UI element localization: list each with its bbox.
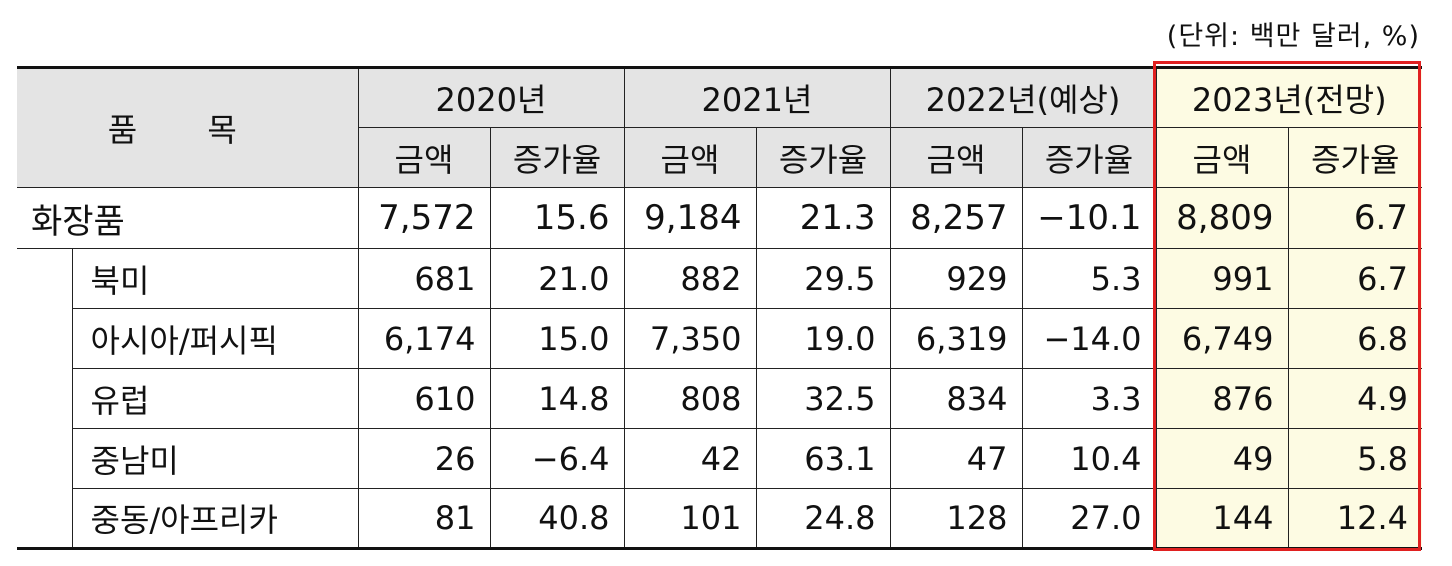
- table-cell: 49: [1155, 428, 1289, 489]
- table-row: 유럽 610 14.8 808 32.5 834 3.3 876 4.9: [17, 368, 1422, 429]
- table-cell: 610: [357, 368, 491, 429]
- table-cell: 5.3: [1021, 248, 1157, 309]
- table-cell: 6.7: [1287, 248, 1422, 309]
- growth-header: 증가율: [1287, 127, 1422, 188]
- amount-header: 금액: [889, 127, 1023, 188]
- unit-note: (단위: 백만 달러, %): [1166, 21, 1420, 52]
- table-cell: 808: [623, 368, 757, 429]
- year-header-2021: 2021년: [623, 66, 891, 128]
- table-cell: 24.8: [755, 488, 891, 550]
- table-cell: 6,749: [1155, 308, 1289, 369]
- table-cell: 47: [889, 428, 1023, 489]
- table-row: 화장품 7,572 15.6 9,184 21.3 8,257 −10.1 8,…: [17, 187, 1422, 249]
- table-cell: 29.5: [755, 248, 891, 309]
- year-header-2020: 2020년: [357, 66, 625, 128]
- growth-header: 증가율: [489, 127, 625, 188]
- table-row: 아시아/퍼시픽 6,174 15.0 7,350 19.0 6,319 −14.…: [17, 308, 1422, 369]
- table-cell: 21.3: [755, 187, 891, 249]
- table-cell: 101: [623, 488, 757, 550]
- table-cell: 9,184: [623, 187, 757, 249]
- table-cell: −14.0: [1021, 308, 1157, 369]
- row-label: 아시아/퍼시픽: [71, 308, 359, 369]
- row-label: 유럽: [71, 368, 359, 429]
- table-cell: 6.8: [1287, 308, 1422, 369]
- amount-header: 금액: [623, 127, 757, 188]
- table-cell: 8,809: [1155, 187, 1289, 249]
- table-cell: −10.1: [1021, 187, 1157, 249]
- table-row: 중동/아프리카 81 40.8 101 24.8 128 27.0 144 12…: [17, 488, 1422, 550]
- table-cell: 4.9: [1287, 368, 1422, 429]
- table-cell: 6.7: [1287, 187, 1422, 249]
- row-label-total: 화장품: [17, 187, 359, 249]
- table-cell: 26: [357, 428, 491, 489]
- table-cell: 12.4: [1287, 488, 1422, 550]
- growth-header: 증가율: [755, 127, 891, 188]
- table-cell: 3.3: [1021, 368, 1157, 429]
- table-cell: 63.1: [755, 428, 891, 489]
- table-cell: 5.8: [1287, 428, 1422, 489]
- amount-header: 금액: [357, 127, 491, 188]
- table-cell: 40.8: [489, 488, 625, 550]
- table-cell: 991: [1155, 248, 1289, 309]
- table-cell: −6.4: [489, 428, 625, 489]
- cosmetics-export-table: 품 목 2020년 2021년 2022년(예상) 2023년(전망) 금액 증…: [17, 66, 1422, 550]
- item-header: 품 목: [17, 66, 359, 188]
- table-cell: 929: [889, 248, 1023, 309]
- table-cell: 834: [889, 368, 1023, 429]
- table-cell: 6,174: [357, 308, 491, 369]
- table-row: 북미 681 21.0 882 29.5 929 5.3 991 6.7: [17, 248, 1422, 550]
- table-cell: 128: [889, 488, 1023, 550]
- table-cell: 10.4: [1021, 428, 1157, 489]
- table-cell: 882: [623, 248, 757, 309]
- table-cell: 21.0: [489, 248, 625, 309]
- table-cell: 42: [623, 428, 757, 489]
- table-cell: 15.0: [489, 308, 625, 369]
- growth-header: 증가율: [1021, 127, 1157, 188]
- table-cell: 81: [357, 488, 491, 550]
- table-cell: 15.6: [489, 187, 625, 249]
- table-cell: 8,257: [889, 187, 1023, 249]
- table-cell: 27.0: [1021, 488, 1157, 550]
- indent-spacer: [17, 248, 73, 550]
- row-label: 중동/아프리카: [71, 488, 359, 550]
- table-cell: 32.5: [755, 368, 891, 429]
- row-label: 북미: [71, 248, 359, 309]
- table-cell: 876: [1155, 368, 1289, 429]
- amount-header: 금액: [1155, 127, 1289, 188]
- table-cell: 7,350: [623, 308, 757, 369]
- table-cell: 681: [357, 248, 491, 309]
- year-header-2023: 2023년(전망): [1155, 66, 1422, 128]
- table-row: 중남미 26 −6.4 42 63.1 47 10.4 49 5.8: [17, 428, 1422, 489]
- table-cell: 19.0: [755, 308, 891, 369]
- row-label: 중남미: [71, 428, 359, 489]
- table-cell: 14.8: [489, 368, 625, 429]
- table-cell: 7,572: [357, 187, 491, 249]
- year-header-2022: 2022년(예상): [889, 66, 1157, 128]
- table-cell: 6,319: [889, 308, 1023, 369]
- table-cell: 144: [1155, 488, 1289, 550]
